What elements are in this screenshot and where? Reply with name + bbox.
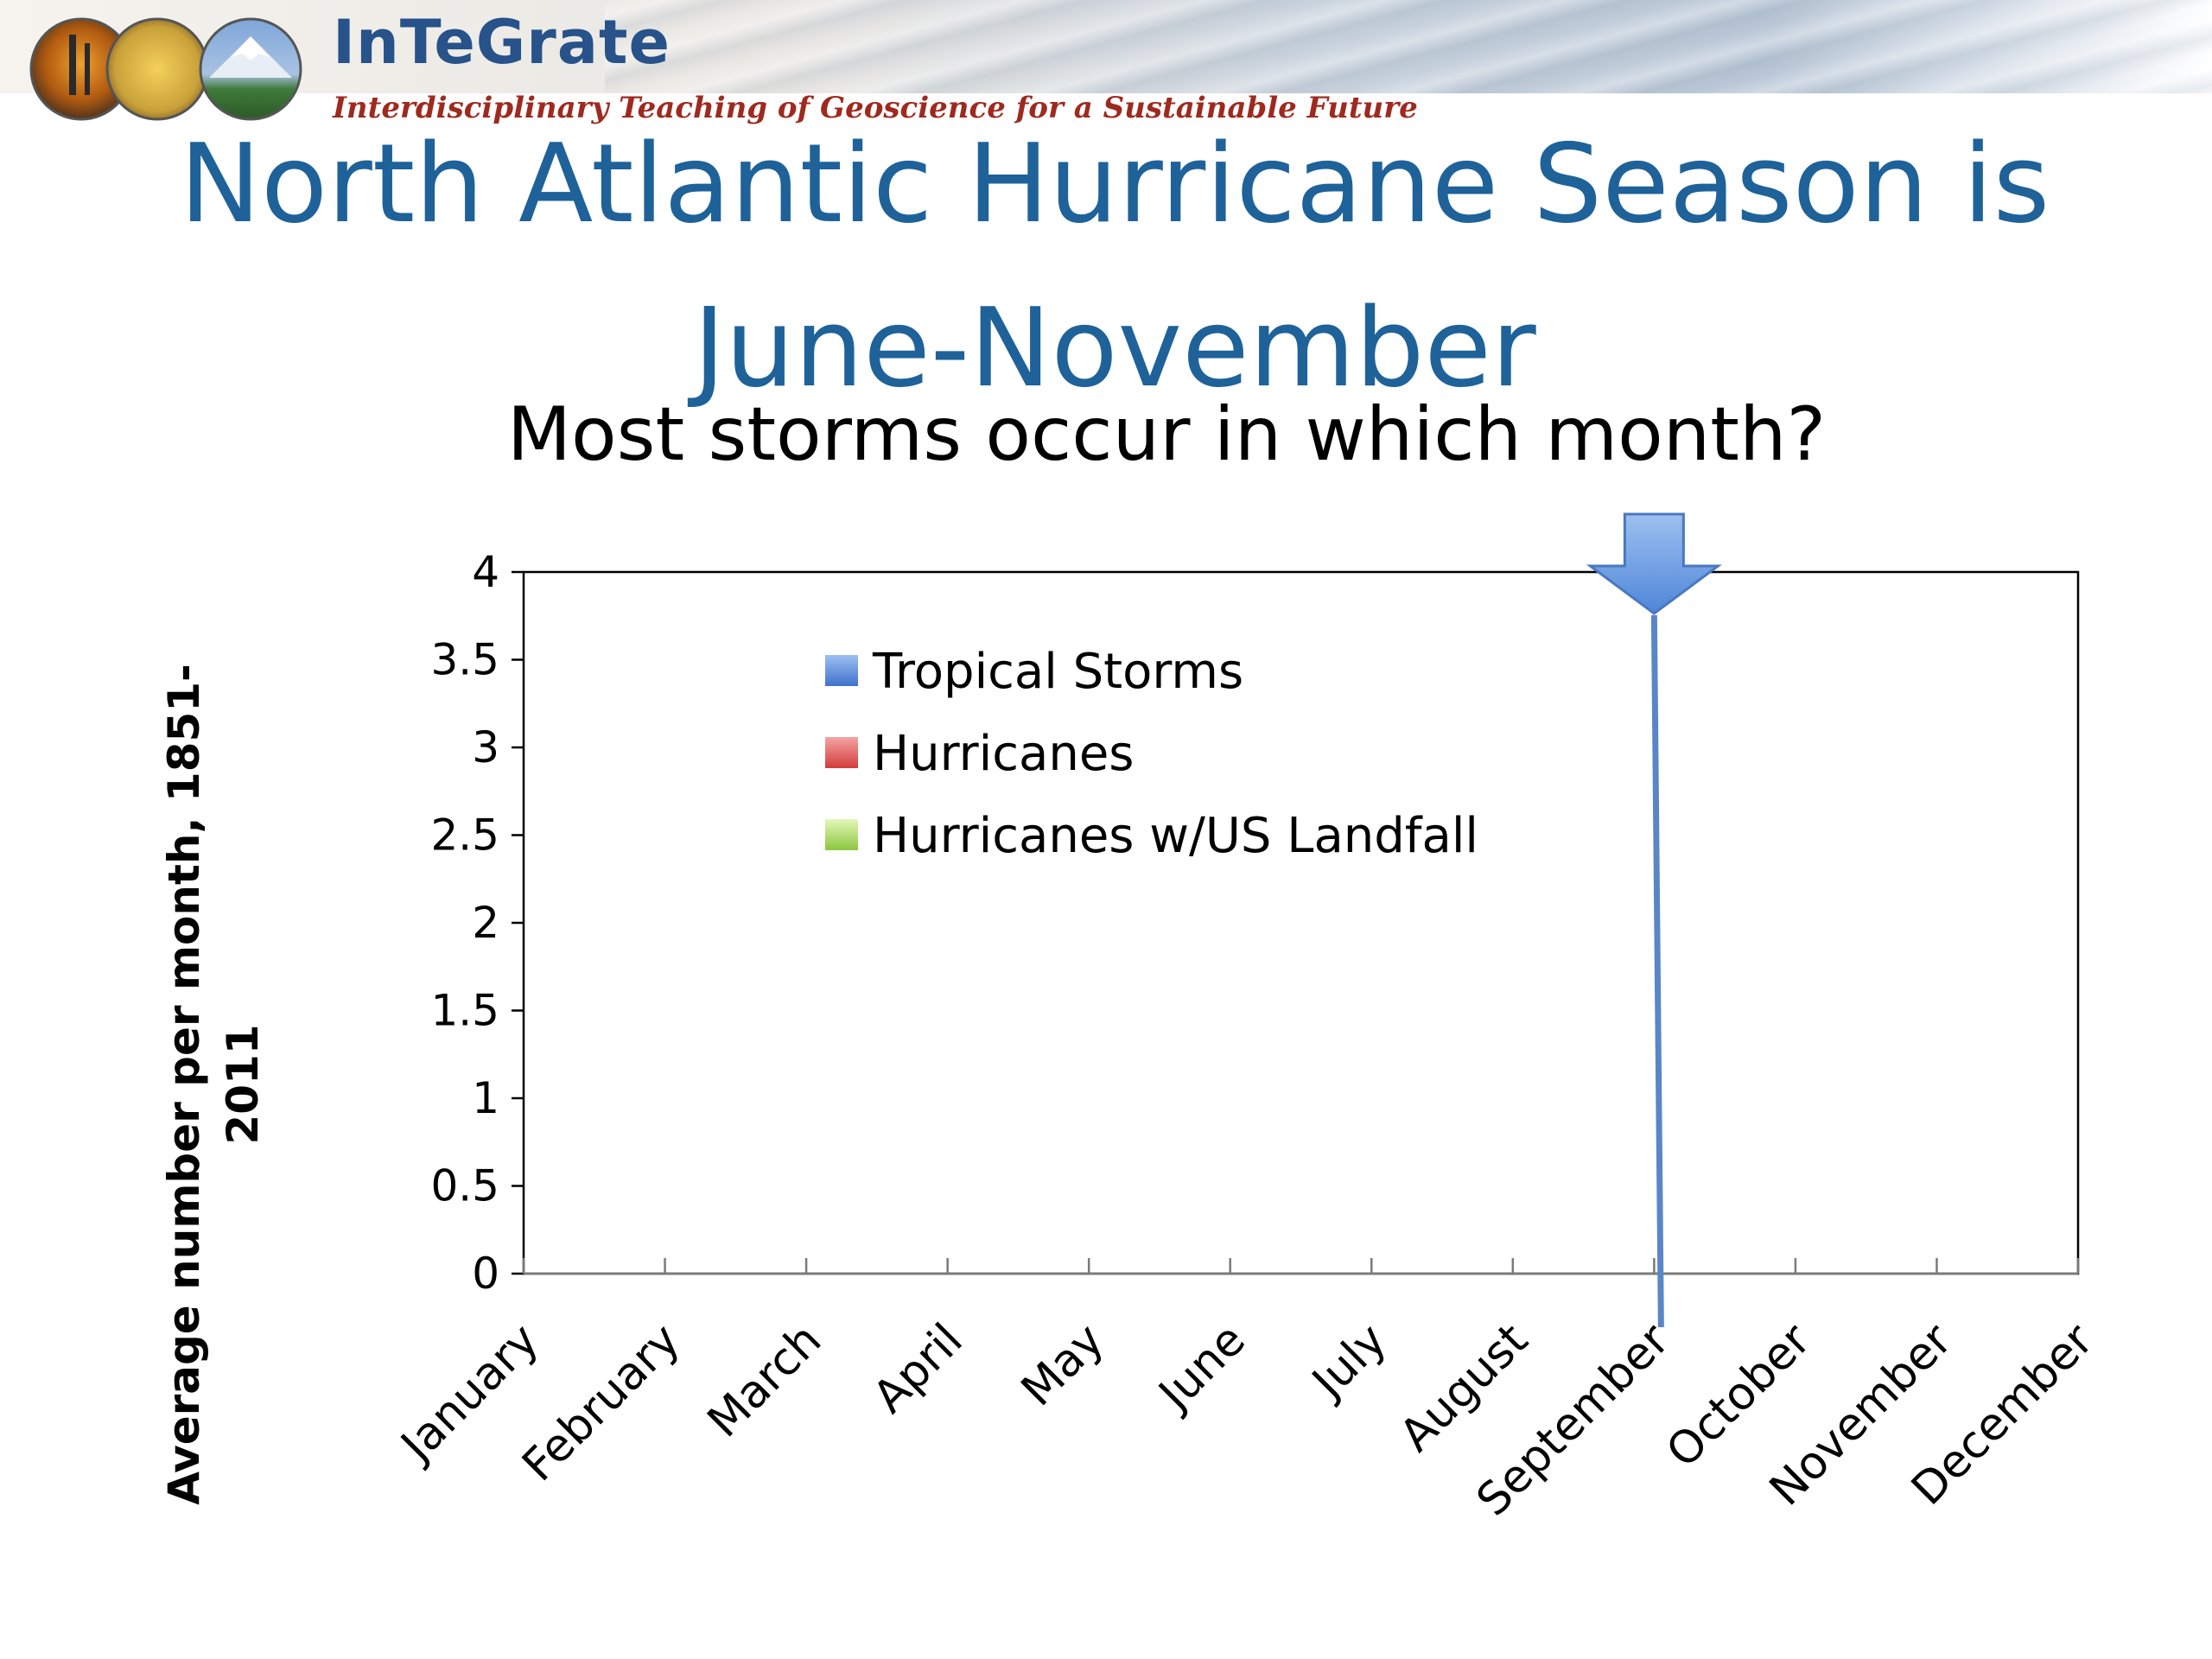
y-tick-label: 0.5 — [430, 1161, 499, 1211]
x-tick-label-july: July — [1301, 1314, 1397, 1410]
banner-background — [605, 0, 2212, 93]
y-tick-label: 4 — [472, 547, 499, 597]
legend-label-3: Hurricanes w/US Landfall — [873, 808, 1478, 864]
y-tick-label: 2 — [472, 898, 499, 948]
y-tick-label: 1 — [472, 1073, 499, 1123]
x-tick-label-april: April — [863, 1314, 972, 1423]
x-tick-label-may: May — [1012, 1314, 1114, 1416]
y-axis-label-line2: 2011 — [218, 1024, 268, 1144]
x-tick-label-march: March — [698, 1314, 832, 1448]
question-subtitle: Most storms occur in which month? — [506, 391, 1827, 478]
y-tick-label: 3.5 — [430, 635, 499, 685]
header-banner — [0, 0, 2212, 93]
legend-label-2: Hurricanes — [873, 726, 1134, 782]
brand-name: InTeGrate — [333, 7, 671, 78]
legend-swatch-3 — [825, 819, 858, 850]
logo-images — [29, 17, 302, 121]
y-tick-label: 0 — [472, 1249, 499, 1299]
y-tick-label: 3 — [472, 722, 499, 772]
brand-tagline: Interdisciplinary Teaching of Geoscience… — [333, 91, 1418, 125]
y-tick-label: 2.5 — [430, 810, 499, 861]
x-tick-label-june: June — [1147, 1314, 1255, 1422]
plot-frame — [522, 570, 2080, 1275]
page-title-line2: June-November — [693, 284, 1536, 411]
down-arrow-icon — [1586, 512, 1722, 615]
y-tick-label: 1.5 — [430, 986, 499, 1036]
legend-label-1: Tropical Storms — [872, 644, 1243, 700]
legend-swatch-2 — [825, 737, 858, 768]
legend-swatch-1 — [825, 655, 858, 686]
page-title-line1: North Atlantic Hurricane Season is — [179, 120, 2050, 247]
y-axis-label-line1: Average number per month, 1851- — [159, 664, 209, 1505]
x-tick-label-february: February — [512, 1314, 690, 1491]
highlight-line — [1650, 614, 1664, 1328]
